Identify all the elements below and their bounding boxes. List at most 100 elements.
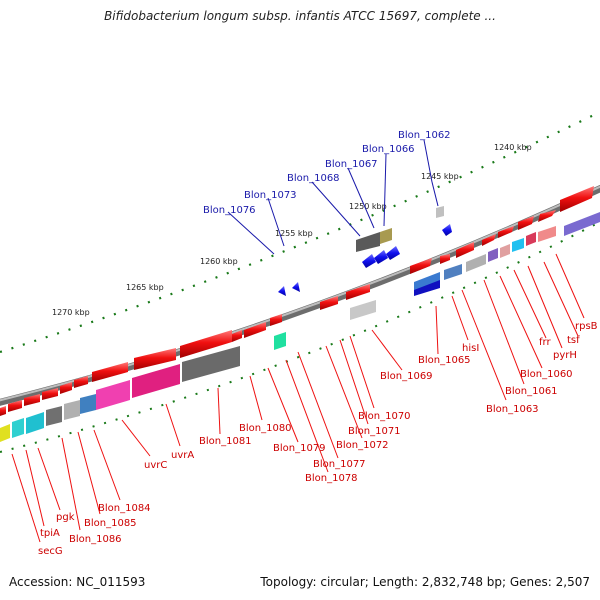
gene-arrow xyxy=(292,282,300,292)
gene-label-rpsb[interactable]: rpsB xyxy=(575,321,598,332)
gene-arrow xyxy=(498,226,514,238)
feature-block xyxy=(444,264,462,280)
forward-strand-genes xyxy=(0,186,594,416)
gene-arrow xyxy=(42,388,58,400)
gene-label-blon-1078[interactable]: Blon_1078 xyxy=(305,473,358,484)
gene-arrow xyxy=(538,210,556,222)
feature-block xyxy=(512,238,524,252)
gene-arrow xyxy=(92,362,128,382)
gene-label-blon-1079[interactable]: Blon_1079 xyxy=(273,443,326,454)
gene-arrow xyxy=(270,314,282,326)
feature-block xyxy=(414,280,440,296)
feature-block xyxy=(12,418,24,438)
gene-label-blon-1080[interactable]: Blon_1080 xyxy=(239,423,292,434)
scale-ring xyxy=(0,111,600,354)
gene-arrow xyxy=(232,330,242,342)
scale-label-1265: 1265 kbp xyxy=(126,283,164,292)
feature-block xyxy=(64,400,80,420)
gene-arrow xyxy=(456,242,474,258)
feature-block xyxy=(46,406,62,426)
gene-label-blon-1072[interactable]: Blon_1072 xyxy=(336,440,389,451)
red-leader-lines xyxy=(11,253,585,543)
scale-label-1260: 1260 kbp xyxy=(200,257,238,266)
gene-label-blon-1077[interactable]: Blon_1077 xyxy=(313,459,366,470)
gene-arrow xyxy=(278,286,286,296)
red-label-group: rpsB tsf pyrH frr Blon_1060 Blon_1061 Bl… xyxy=(38,321,598,557)
gene-label-blon-1069[interactable]: Blon_1069 xyxy=(380,371,433,382)
feature-block xyxy=(80,394,96,414)
gene-label-blon-1065[interactable]: Blon_1065 xyxy=(418,355,471,366)
scale-label-1240: 1240 kbp xyxy=(494,143,532,152)
gene-arrow xyxy=(346,284,370,300)
feature-block xyxy=(0,424,10,442)
feature-block xyxy=(274,332,286,350)
gene-arrow xyxy=(386,246,400,260)
gene-label-blon-1067[interactable]: Blon_1067 xyxy=(325,159,378,170)
reverse-strand-genes xyxy=(278,206,452,296)
gene-label-blon-1081[interactable]: Blon_1081 xyxy=(199,436,252,447)
feature-block xyxy=(182,346,240,382)
feature-block xyxy=(564,212,600,236)
gene-arrow xyxy=(518,216,534,230)
genome-backbone xyxy=(0,184,600,406)
gene-label-secg[interactable]: secG xyxy=(38,546,63,557)
gene-arrow xyxy=(442,224,452,236)
gene-label-pgk[interactable]: pgk xyxy=(56,512,75,523)
feature-block xyxy=(356,232,380,252)
feature-block xyxy=(414,272,440,292)
gene-label-pyrh[interactable]: pyrH xyxy=(553,350,577,361)
gene-arrow xyxy=(410,258,432,274)
gene-label-blon-1063[interactable]: Blon_1063 xyxy=(486,404,539,415)
feature-block xyxy=(350,300,376,320)
gene-label-blon-1066[interactable]: Blon_1066 xyxy=(362,144,415,155)
gene-label-blon-1085[interactable]: Blon_1085 xyxy=(84,518,137,529)
inner-ring xyxy=(0,221,600,453)
gene-label-blon-1076[interactable]: Blon_1076 xyxy=(203,205,256,216)
feature-block xyxy=(500,244,510,258)
gene-label-blon-1084[interactable]: Blon_1084 xyxy=(98,503,151,514)
gene-arrow xyxy=(60,382,72,394)
gene-label-blon-1061[interactable]: Blon_1061 xyxy=(505,386,558,397)
gene-label-hisi[interactable]: hisI xyxy=(462,343,479,354)
scale-label-1255: 1255 kbp xyxy=(275,229,313,238)
map-title: Bifidobacterium longum subsp. infantis A… xyxy=(104,9,496,23)
gene-arrow xyxy=(74,376,88,388)
gene-label-tsf[interactable]: tsf xyxy=(567,335,580,346)
gene-label-frr[interactable]: frr xyxy=(539,337,551,348)
accession-text: Accession: NC_011593 xyxy=(9,575,146,589)
scale-labels: 1240 kbp 1245 kbp 1250 kbp 1255 kbp 1260… xyxy=(52,143,532,317)
gene-label-blon-1071[interactable]: Blon_1071 xyxy=(348,426,401,437)
gene-label-blon-1073[interactable]: Blon_1073 xyxy=(244,190,297,201)
feature-block xyxy=(436,206,444,218)
gene-label-blon-1086[interactable]: Blon_1086 xyxy=(69,534,122,545)
gene-label-blon-1062[interactable]: Blon_1062 xyxy=(398,130,451,141)
scale-label-1270: 1270 kbp xyxy=(52,308,90,317)
genome-summary-text: Topology: circular; Length: 2,832,748 bp… xyxy=(260,575,590,589)
gene-arrow xyxy=(0,406,6,416)
feature-block xyxy=(26,412,44,434)
gene-label-tpia[interactable]: tpiA xyxy=(40,528,60,539)
feature-block xyxy=(526,232,536,246)
feature-block xyxy=(466,254,486,272)
gene-arrow xyxy=(244,322,266,338)
gene-arrow xyxy=(560,186,594,212)
gene-label-blon-1070[interactable]: Blon_1070 xyxy=(358,411,411,422)
gene-arrow xyxy=(374,250,388,264)
feature-block xyxy=(380,228,392,244)
gene-arrow xyxy=(8,400,22,412)
gene-label-blon-1068[interactable]: Blon_1068 xyxy=(287,173,340,184)
gene-arrow xyxy=(180,330,232,358)
scale-label-1245: 1245 kbp xyxy=(421,172,459,181)
gene-arrow xyxy=(320,296,338,310)
gene-arrow xyxy=(24,394,40,406)
gene-arrow xyxy=(482,234,496,246)
feature-block xyxy=(132,364,180,398)
gene-arrow xyxy=(362,254,376,268)
gene-arrow xyxy=(440,254,450,264)
gene-label-uvra[interactable]: uvrA xyxy=(171,450,194,461)
feature-block xyxy=(96,380,130,410)
gene-label-uvrc[interactable]: uvrC xyxy=(144,460,167,471)
gene-label-blon-1060[interactable]: Blon_1060 xyxy=(520,369,573,380)
